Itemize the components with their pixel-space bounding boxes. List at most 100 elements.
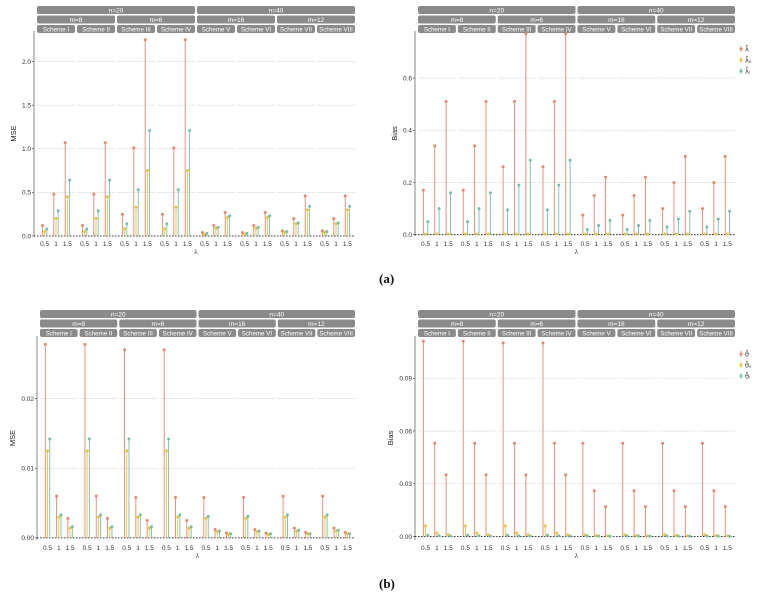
x-tick-label: 0.5 <box>541 241 550 248</box>
x-tick-label: 0.5 <box>122 545 131 552</box>
lollipop-point <box>162 348 166 352</box>
m-strip-label: m=8 <box>70 17 83 24</box>
lollipop-point <box>506 208 510 212</box>
lollipop-point <box>48 437 52 441</box>
lollipop-point <box>501 341 505 345</box>
x-tick-label: 1 <box>57 545 61 552</box>
lollipop-point <box>524 473 528 477</box>
lollipop-point <box>592 489 596 493</box>
x-tick-label: 1.5 <box>484 545 493 552</box>
lollipop-point <box>686 232 690 236</box>
lollipop-point <box>345 532 349 536</box>
lollipop-point <box>648 218 652 222</box>
lollipop-point <box>716 217 720 221</box>
lollipop-point <box>40 224 44 228</box>
lollipop-point <box>475 232 479 236</box>
lollipop-point <box>512 441 516 445</box>
lollipop-point <box>421 339 425 343</box>
lollipop-point <box>103 141 107 145</box>
lollipop-point <box>336 221 340 225</box>
x-tick-label: 1 <box>334 545 338 552</box>
lollipop-point <box>541 165 545 169</box>
x-tick-label: 1 <box>334 241 338 248</box>
m-strip <box>277 319 355 328</box>
lollipop-point <box>557 183 561 187</box>
x-tick-label: 1.5 <box>303 545 312 552</box>
lollipop-point <box>484 100 488 104</box>
x-axis-label: λ <box>196 552 200 560</box>
m-strip-label: m=12 <box>308 17 325 24</box>
lollipop-point <box>604 505 608 509</box>
x-tick-label: 1.5 <box>105 545 114 552</box>
y-axis-label: MSE <box>9 125 18 141</box>
lollipop-point <box>336 528 340 532</box>
lollipop-point <box>55 494 59 498</box>
x-tick-label: 1.5 <box>683 545 692 552</box>
lollipop-point <box>583 232 587 236</box>
lollipop-point <box>143 38 147 42</box>
lollipop-point <box>688 209 692 213</box>
x-tick-label: 1 <box>475 545 479 552</box>
lollipop-point <box>70 525 74 529</box>
lollipop-point <box>621 441 625 445</box>
scheme-strip-label: Scheme IV <box>161 26 192 33</box>
lollipop-point <box>253 528 257 532</box>
scheme-strip <box>117 25 155 33</box>
x-tick-label: 1 <box>595 241 599 248</box>
lollipop-point <box>477 207 481 211</box>
scheme-strip-label: Scheme II <box>82 26 110 33</box>
y-tick-label: 0.0 <box>403 232 412 239</box>
lollipop-point <box>150 525 154 529</box>
m-strip-label: m=12 <box>688 17 705 24</box>
lollipop-point <box>345 208 349 212</box>
y-tick-label: 0.6 <box>403 75 412 82</box>
x-tick-label: 0.5 <box>541 545 550 552</box>
x-tick-label: 1 <box>595 545 599 552</box>
x-tick-label: 1.5 <box>723 545 732 552</box>
lollipop-point <box>424 524 428 528</box>
lollipop-point <box>643 175 647 179</box>
lollipop-point <box>80 224 84 228</box>
x-tick-label: 1 <box>435 545 439 552</box>
x-tick-label: 1.5 <box>145 545 154 552</box>
scheme-strip-label: Scheme I <box>43 26 69 33</box>
lollipop-point <box>218 529 222 533</box>
lollipop-point <box>486 533 490 537</box>
lollipop-point <box>623 232 627 236</box>
lollipop-point <box>206 514 210 518</box>
m-strip <box>577 319 656 328</box>
lollipop-point <box>123 348 127 352</box>
y-tick-label: 0.01 <box>21 466 34 473</box>
lollipop-point <box>240 231 244 235</box>
lollipop-point <box>264 531 268 535</box>
x-tick-label: 0.5 <box>421 241 430 248</box>
lollipop-point <box>216 225 220 229</box>
scheme-strip <box>119 329 157 337</box>
lollipop-point <box>632 489 636 493</box>
scheme-strip-label: Scheme III <box>502 26 532 33</box>
lollipop-point <box>332 217 336 221</box>
lollipop-point <box>606 232 610 236</box>
lollipop-point <box>488 191 492 195</box>
m-strip-label: m=16 <box>608 321 625 328</box>
scheme-strip-label: Scheme III <box>121 26 151 33</box>
lollipop-point <box>592 194 596 198</box>
m-strip-label: m=6 <box>530 17 543 24</box>
lollipop-point <box>444 100 448 104</box>
x-tick-label: 1.5 <box>303 241 312 248</box>
lollipop-point <box>594 232 598 236</box>
x-tick-label: 1.5 <box>603 241 612 248</box>
lollipop-point <box>665 534 669 538</box>
lollipop-point <box>189 525 193 529</box>
m-strip-label: m=12 <box>308 321 325 328</box>
legend-label: λ̂ₑ <box>745 55 752 64</box>
x-tick-label: 1 <box>674 241 678 248</box>
n-strip <box>197 6 355 14</box>
n-strip-label: n=20 <box>489 7 504 14</box>
lollipop-point <box>136 515 140 519</box>
lollipop-point <box>173 496 177 500</box>
lollipop-point <box>308 532 312 536</box>
x-tick-label: 1 <box>515 241 519 248</box>
lollipop-point <box>256 225 260 229</box>
lollipop-point <box>643 505 647 509</box>
